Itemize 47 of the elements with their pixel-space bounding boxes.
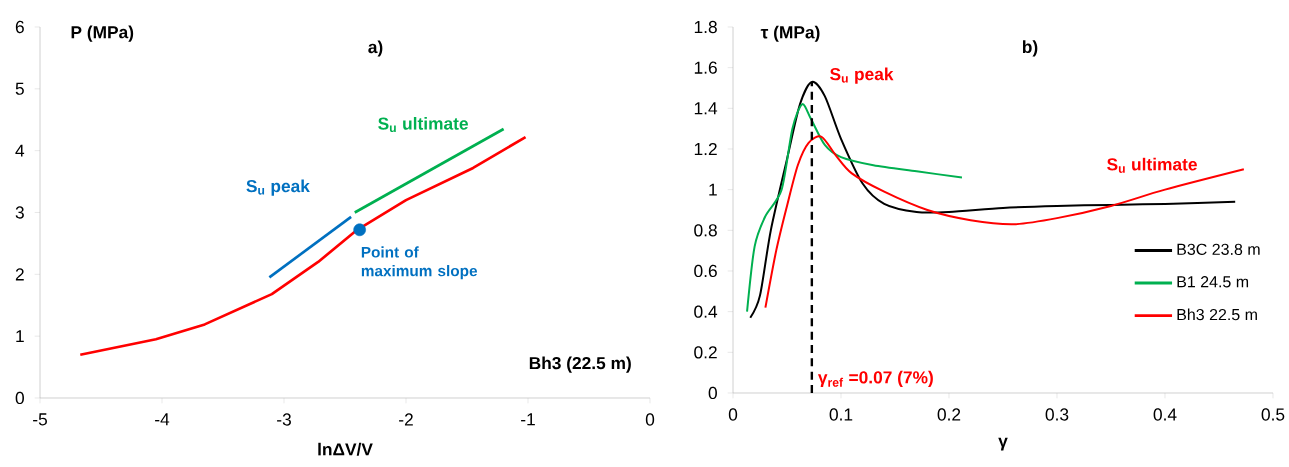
x-axis-title: lnΔV/V bbox=[318, 442, 373, 456]
y-tick-label: 0.2 bbox=[694, 346, 717, 359]
y-tick-label: 0.8 bbox=[694, 224, 717, 237]
ref-line-label: γ$_{ref}$ =0.07 (7%) bbox=[817, 370, 933, 387]
annotation: Bh3 (22.5 m) bbox=[529, 356, 631, 373]
text: a) bbox=[368, 40, 383, 57]
line-series bbox=[746, 103, 963, 313]
line-series bbox=[78, 135, 527, 357]
y-tick-label: 5 bbox=[15, 82, 24, 95]
y-tick-label: 1 bbox=[709, 183, 717, 196]
y-tick-label: 0 bbox=[708, 386, 717, 400]
x-tick-label: -5 bbox=[33, 413, 47, 426]
y-tick-label: 6 bbox=[15, 20, 24, 34]
x-tick-label: 0.1 bbox=[829, 408, 853, 421]
annotation: S$_{u}$ peak bbox=[246, 179, 310, 196]
legend-label: B1 24.5 m bbox=[1177, 276, 1249, 288]
y-tick-label: 0 bbox=[15, 391, 24, 405]
x-tick-label: 0.3 bbox=[1045, 408, 1069, 421]
y-tick-label: 1.6 bbox=[694, 61, 717, 74]
annotation: S$_{u}$ peak bbox=[830, 67, 894, 84]
y-tick-label: 1.8 bbox=[694, 20, 717, 34]
x-tick-label: 0.4 bbox=[1153, 408, 1177, 421]
y-tick-label: 1.2 bbox=[694, 142, 717, 156]
legend-label: B3C 23.8 m bbox=[1177, 243, 1260, 255]
y-tick-label: 4 bbox=[15, 144, 25, 157]
x-axis-title: γ bbox=[998, 437, 1008, 451]
y-tick-label: 0.4 bbox=[694, 305, 718, 318]
y-tick-label: 1.4 bbox=[694, 102, 718, 115]
annotation: S$_{u}$ ultimate bbox=[1107, 157, 1197, 173]
y-tick-label: 3 bbox=[15, 206, 24, 219]
x-tick-label: -2 bbox=[399, 413, 413, 426]
y-axis-title: P (MPa) bbox=[71, 25, 134, 42]
text: b) bbox=[1022, 40, 1038, 57]
y-tick-label: 0.6 bbox=[694, 264, 717, 278]
x-tick-label: 0.5 bbox=[1261, 408, 1285, 421]
x-tick-label: -3 bbox=[277, 413, 291, 426]
y-tick-label: 1 bbox=[16, 330, 24, 343]
y-axis-title: τ (MPa) bbox=[760, 25, 820, 42]
x-tick-label: 0 bbox=[728, 408, 738, 421]
x-tick-label: -4 bbox=[155, 413, 170, 426]
legend-label: Bh3 22.5 m bbox=[1177, 308, 1257, 321]
y-tick-label: 2 bbox=[15, 268, 24, 281]
annotation: S$_{u}$ ultimate bbox=[378, 117, 468, 133]
x-tick-label: 0.2 bbox=[937, 408, 961, 421]
annotation: Point of maximum slope bbox=[361, 246, 478, 280]
x-tick-label: -1 bbox=[521, 413, 535, 426]
x-tick-label: 0 bbox=[645, 413, 655, 426]
